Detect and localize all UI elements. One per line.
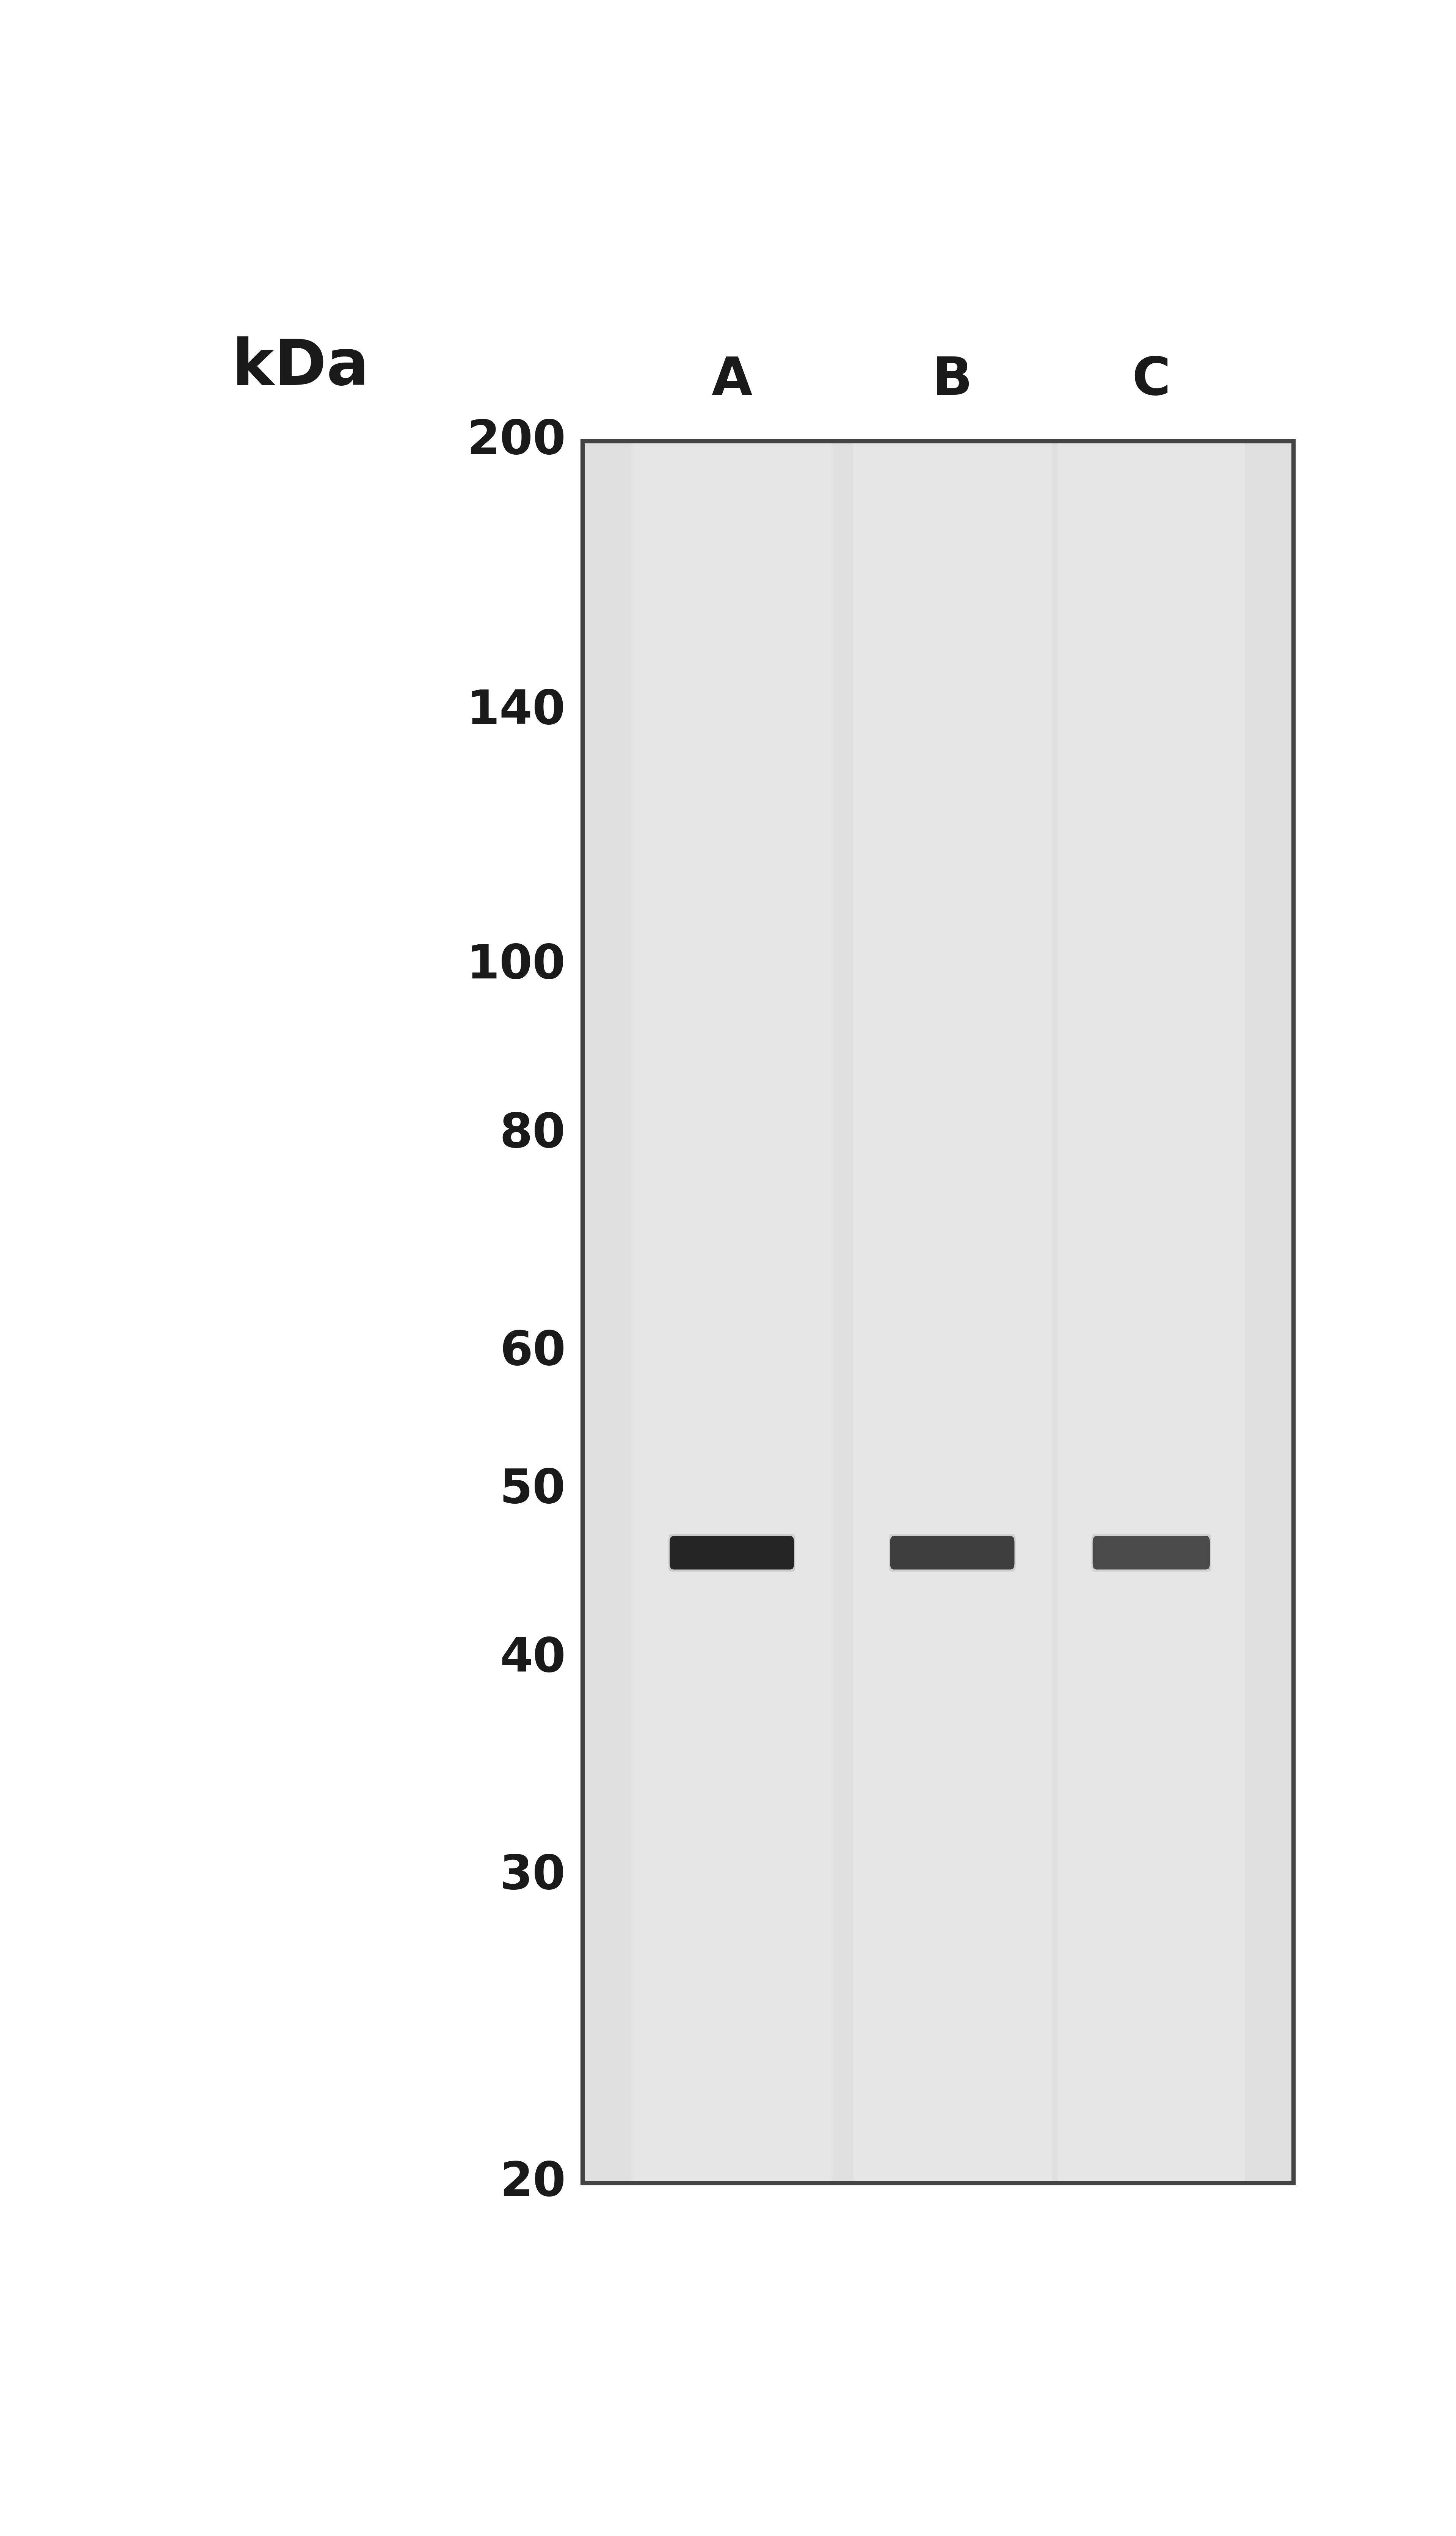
FancyBboxPatch shape [890, 1537, 1015, 1570]
FancyBboxPatch shape [1092, 1534, 1211, 1572]
Text: 80: 80 [499, 1111, 565, 1156]
Text: 30: 30 [499, 1854, 565, 1899]
Text: 140: 140 [467, 687, 565, 733]
Text: C: C [1131, 355, 1171, 406]
Text: 50: 50 [499, 1466, 565, 1511]
FancyBboxPatch shape [670, 1537, 794, 1570]
FancyBboxPatch shape [1092, 1537, 1210, 1570]
Text: B: B [932, 355, 973, 406]
Bar [632, 441, 831, 2183]
Bar [853, 441, 1051, 2183]
Text: 100: 100 [467, 943, 565, 989]
Text: 20: 20 [499, 2161, 565, 2206]
Text: 40: 40 [499, 1636, 565, 1681]
Text: 60: 60 [499, 1329, 565, 1375]
Text: kDa: kDa [232, 337, 368, 398]
Text: A: A [712, 355, 753, 406]
Bar [582, 441, 1293, 2183]
Bar [1057, 441, 1245, 2183]
Bar [582, 441, 1293, 2183]
Text: 200: 200 [467, 418, 565, 464]
FancyBboxPatch shape [668, 1534, 795, 1572]
FancyBboxPatch shape [888, 1534, 1016, 1572]
